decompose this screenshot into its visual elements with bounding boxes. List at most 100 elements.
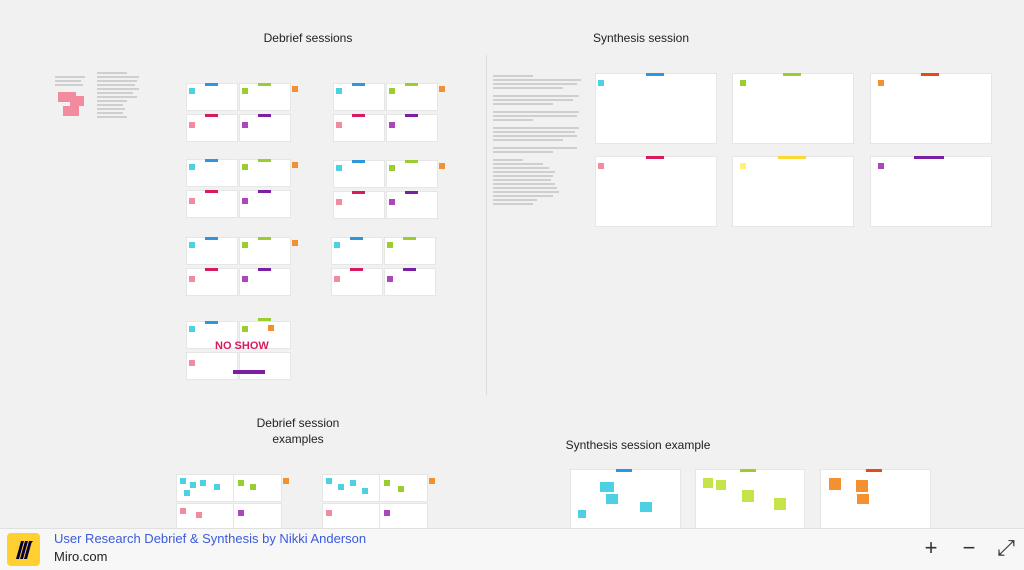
cyan-sticky — [189, 242, 195, 248]
red-tag — [352, 191, 365, 194]
quadrant-panel — [333, 191, 385, 219]
green-sticky — [703, 478, 713, 488]
purple-tag — [914, 156, 944, 159]
green-tag — [258, 159, 271, 162]
quadrant-panel — [386, 114, 438, 142]
pink-sticky — [180, 508, 186, 514]
purple-tag — [405, 114, 418, 117]
green-tag — [740, 469, 756, 472]
pink-sticky — [326, 510, 332, 516]
green-tag — [783, 73, 801, 76]
synthesis-quadrant — [595, 156, 717, 227]
orange-sticky — [878, 80, 884, 86]
synthesis-quadrant — [595, 73, 717, 144]
orange-sticky — [283, 478, 289, 484]
orange-sticky — [857, 494, 869, 504]
orange-sticky — [829, 478, 841, 490]
green-sticky — [774, 498, 786, 510]
quadrant-panel — [186, 321, 238, 349]
orange-sticky — [292, 162, 298, 168]
purple-sticky — [242, 122, 248, 128]
orange-sticky — [292, 86, 298, 92]
quadrant-panel — [379, 503, 428, 528]
red-tag — [205, 114, 218, 117]
board-canvas[interactable]: Debrief sessions Synthesis session Debri… — [0, 0, 1024, 528]
synthesis-format-text — [493, 73, 583, 233]
purple-sticky — [389, 199, 395, 205]
quadrant-panel — [333, 114, 385, 142]
cyan-sticky — [334, 242, 340, 248]
green-sticky — [384, 480, 390, 486]
red-tag — [646, 156, 664, 159]
title-debrief-sessions: Debrief sessions — [263, 31, 353, 45]
blue-tag — [205, 237, 218, 240]
synthesis-quadrant — [732, 156, 854, 227]
quadrant-panel — [186, 114, 238, 142]
red-tag — [352, 114, 365, 117]
cyan-sticky — [336, 165, 342, 171]
cyan-sticky — [326, 478, 332, 484]
green-sticky — [387, 242, 393, 248]
intro-note — [55, 74, 89, 94]
purple-tag — [405, 191, 418, 194]
quadrant-panel — [239, 237, 291, 265]
red-tag — [921, 73, 939, 76]
no-show-label: NO SHOW — [215, 340, 269, 352]
orange-sticky — [429, 478, 435, 484]
pink-sticky — [63, 106, 79, 116]
quadrant-panel — [233, 474, 282, 502]
board-title-link[interactable]: User Research Debrief & Synthesis by Nik… — [54, 531, 367, 546]
cyan-sticky — [214, 484, 220, 490]
miro-logo[interactable] — [7, 533, 40, 566]
pink-sticky — [189, 198, 195, 204]
synthesis-example-quadrant — [570, 469, 681, 528]
zoom-in-button[interactable]: + — [919, 535, 943, 560]
cyan-sticky — [598, 80, 604, 86]
blue-tag — [205, 321, 218, 324]
yellow-tag — [778, 156, 806, 159]
green-tag — [405, 160, 418, 163]
quadrant-panel — [239, 114, 291, 142]
purple-tag — [403, 268, 416, 271]
cyan-sticky — [600, 482, 614, 492]
site-link[interactable]: Miro.com — [54, 549, 108, 564]
green-sticky — [389, 88, 395, 94]
quadrant-panel — [239, 352, 291, 380]
expand-icon: ⤢ — [997, 535, 1015, 560]
quadrant-panel — [239, 268, 291, 296]
quadrant-panel — [186, 83, 238, 111]
purple-sticky — [389, 122, 395, 128]
quadrant-panel — [386, 83, 438, 111]
purple-tag — [258, 190, 271, 193]
pink-sticky — [196, 512, 202, 518]
fullscreen-button[interactable]: ⤢ — [994, 535, 1018, 560]
quadrant-panel — [186, 190, 238, 218]
cyan-sticky — [189, 164, 195, 170]
cyan-sticky — [200, 480, 206, 486]
purple-tag — [258, 268, 271, 271]
orange-sticky — [292, 240, 298, 246]
blue-tag — [352, 160, 365, 163]
orange-sticky — [856, 480, 868, 492]
orange-sticky — [268, 325, 274, 331]
orange-sticky — [439, 86, 445, 92]
green-sticky — [242, 326, 248, 332]
cyan-sticky — [640, 502, 652, 512]
synthesis-quadrant — [870, 156, 992, 227]
title-debrief-session-examples: Debrief session examples — [256, 416, 340, 446]
green-sticky — [238, 480, 244, 486]
cyan-sticky — [362, 488, 368, 494]
instructions-text — [97, 70, 141, 150]
pink-sticky — [336, 122, 342, 128]
pink-sticky — [70, 96, 84, 106]
green-sticky — [242, 242, 248, 248]
zoom-out-button[interactable]: − — [957, 535, 981, 560]
yellow-sticky — [740, 163, 746, 169]
green-sticky — [740, 80, 746, 86]
quadrant-panel — [239, 190, 291, 218]
cyan-sticky — [180, 478, 186, 484]
cyan-sticky — [189, 326, 195, 332]
section-divider — [486, 55, 487, 395]
quadrant-panel — [239, 83, 291, 111]
quadrant-panel — [239, 321, 291, 349]
